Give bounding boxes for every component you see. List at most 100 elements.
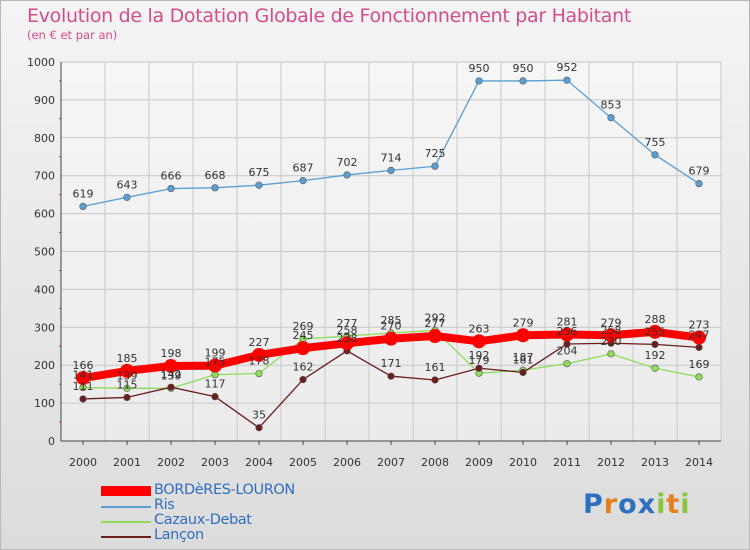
data-label: 702 xyxy=(337,156,358,169)
x-tick-label: 2002 xyxy=(157,456,185,469)
data-point xyxy=(211,393,219,401)
legend-label: BORDèRES-LOURON xyxy=(154,482,295,498)
data-label: 277 xyxy=(337,317,358,330)
data-label: 238 xyxy=(337,332,358,345)
data-label: 952 xyxy=(557,61,578,74)
data-point xyxy=(123,384,131,392)
data-label: 245 xyxy=(293,329,314,342)
data-point xyxy=(167,383,175,391)
data-label: 192 xyxy=(645,349,666,362)
data-point xyxy=(123,393,131,402)
data-point xyxy=(255,369,263,378)
legend-swatch xyxy=(101,536,151,538)
logo-letter: t xyxy=(666,489,681,520)
data-label: 288 xyxy=(645,313,666,326)
data-label: 687 xyxy=(293,162,314,175)
data-point xyxy=(692,330,706,345)
legend-swatch xyxy=(101,506,151,508)
data-label: 230 xyxy=(601,335,622,348)
legend-item: Ris xyxy=(101,497,361,514)
data-point xyxy=(519,77,527,85)
data-label: 179 xyxy=(469,354,490,367)
data-point xyxy=(695,343,703,351)
data-label: 198 xyxy=(161,347,182,360)
chart-subtitle: (en € et par an) xyxy=(27,28,118,42)
data-label: 853 xyxy=(601,99,622,112)
data-label: 279 xyxy=(601,316,622,329)
data-label: 281 xyxy=(557,316,578,329)
data-point xyxy=(604,328,618,343)
data-point xyxy=(563,360,571,368)
data-label: 950 xyxy=(513,62,534,75)
data-point xyxy=(516,328,530,343)
data-label: 162 xyxy=(293,361,314,374)
data-label: 277 xyxy=(425,317,446,330)
x-tick-label: 2006 xyxy=(333,456,361,469)
y-tick-label: 200 xyxy=(34,359,55,372)
y-tick-label: 1000 xyxy=(27,56,55,69)
data-point xyxy=(651,151,659,159)
data-label: 142 xyxy=(161,368,182,381)
data-label: 679 xyxy=(689,165,710,178)
logo-letter: x xyxy=(637,489,657,520)
data-point xyxy=(340,336,354,351)
data-label: 115 xyxy=(117,378,138,391)
data-label: 204 xyxy=(557,345,578,358)
y-tick-label: 300 xyxy=(34,321,55,334)
data-point xyxy=(79,395,87,403)
data-label: 255 xyxy=(645,325,666,338)
x-tick-label: 2004 xyxy=(245,456,273,469)
data-label: 139 xyxy=(117,369,138,382)
x-tick-label: 2010 xyxy=(509,456,537,469)
data-label: 178 xyxy=(249,355,270,368)
logo-letter: i xyxy=(656,489,667,520)
x-tick-label: 2003 xyxy=(201,456,229,469)
y-tick-label: 100 xyxy=(34,397,55,410)
data-point xyxy=(428,329,442,344)
y-tick-label: 500 xyxy=(34,246,55,259)
data-label: 666 xyxy=(161,170,182,183)
legend-item: BORDèRES-LOURON xyxy=(101,482,361,499)
y-tick-label: 400 xyxy=(34,283,55,296)
data-point xyxy=(651,364,659,372)
data-label: 668 xyxy=(205,169,226,182)
data-point xyxy=(299,376,307,384)
data-point xyxy=(255,181,263,189)
data-label: 139 xyxy=(161,369,182,382)
data-point xyxy=(211,184,219,192)
data-label: 273 xyxy=(689,319,710,332)
data-point xyxy=(431,376,439,384)
data-label: 111 xyxy=(73,380,94,393)
logo-letter: o xyxy=(618,489,638,520)
y-tick-label: 600 xyxy=(34,208,55,221)
data-point xyxy=(651,340,659,348)
data-point xyxy=(431,162,439,170)
data-point xyxy=(563,76,571,84)
data-point xyxy=(475,77,483,85)
legend-swatch xyxy=(101,521,151,523)
data-label: 292 xyxy=(425,311,446,324)
x-tick-label: 2014 xyxy=(685,456,713,469)
data-label: 643 xyxy=(117,178,138,191)
data-point xyxy=(252,347,266,362)
data-label: 279 xyxy=(513,316,534,329)
data-point xyxy=(560,327,574,342)
x-tick-label: 2009 xyxy=(465,456,493,469)
data-point xyxy=(255,424,263,432)
legend-label: Lançon xyxy=(154,527,204,543)
data-point xyxy=(76,371,90,386)
legend-label: Cazaux-Debat xyxy=(154,512,252,528)
data-label: 35 xyxy=(252,409,266,422)
data-label: 675 xyxy=(249,166,270,179)
x-tick-label: 2001 xyxy=(113,456,141,469)
data-label: 161 xyxy=(425,361,446,374)
legend: BORDèRES-LOURON Ris Cazaux-Debat Lançon xyxy=(101,482,361,544)
data-label: 714 xyxy=(381,151,402,164)
data-label: 725 xyxy=(425,147,446,160)
data-point xyxy=(296,341,310,356)
data-point xyxy=(387,166,395,174)
data-label: 187 xyxy=(513,351,534,364)
logo-letter: r xyxy=(603,489,619,520)
